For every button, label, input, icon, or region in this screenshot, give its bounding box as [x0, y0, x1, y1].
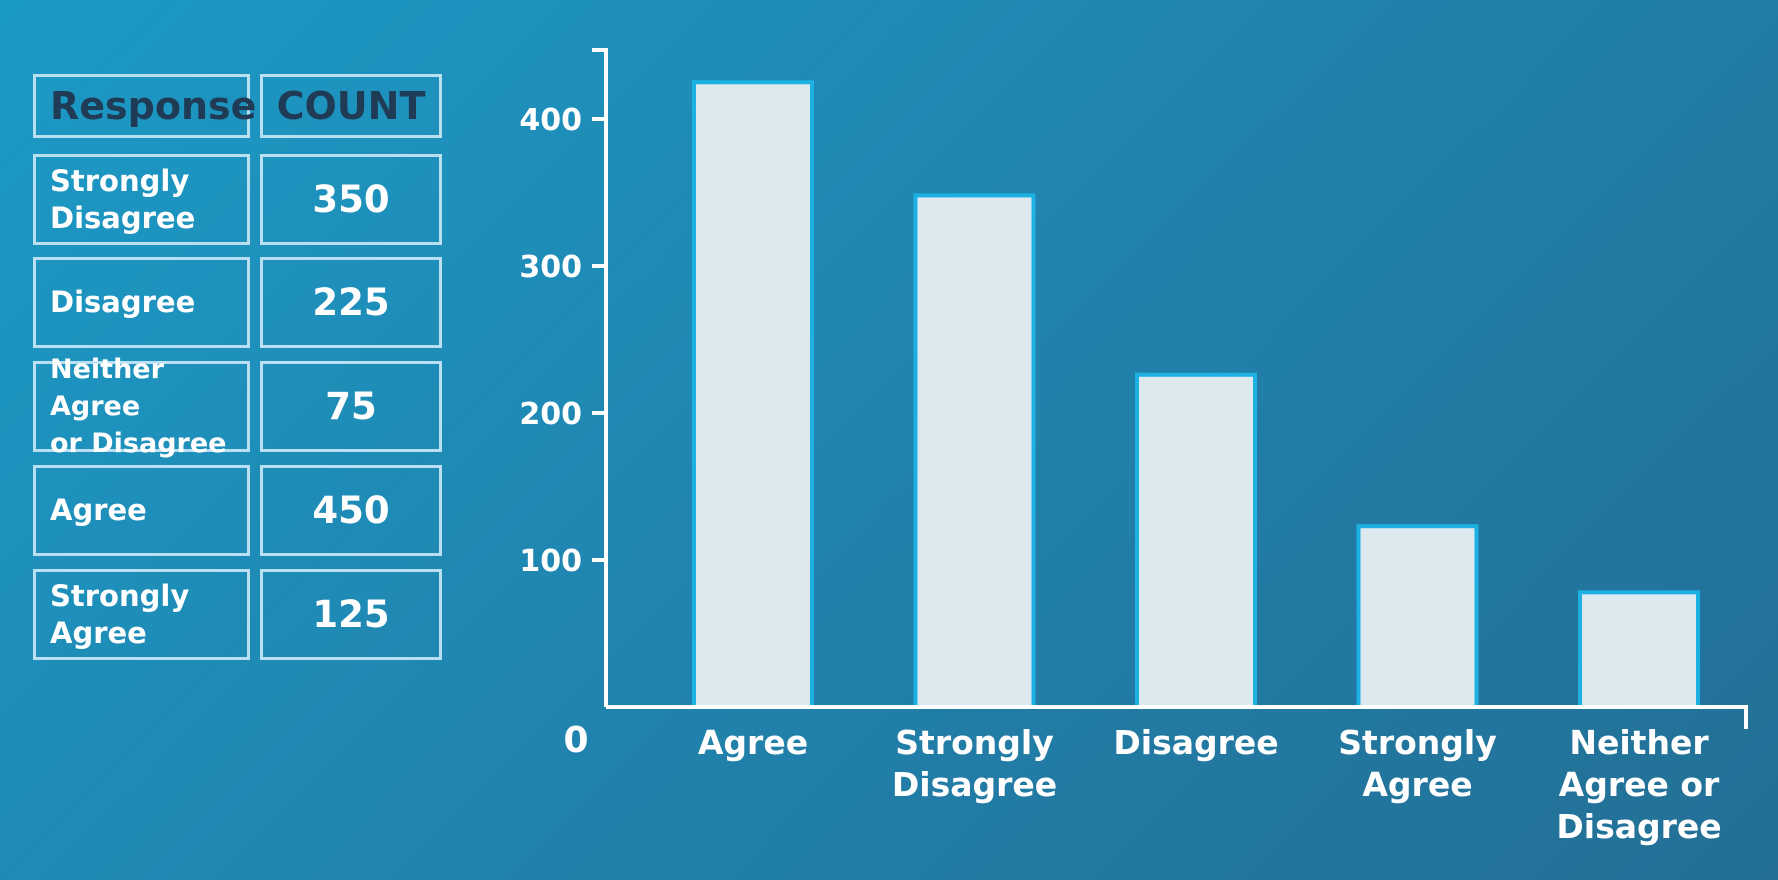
bar [1356, 524, 1479, 709]
x-category-label-line: Strongly [1338, 723, 1496, 762]
x-category-label-line: Agree [698, 723, 808, 762]
response-line: Disagree [50, 200, 196, 235]
count-cell: 450 [260, 465, 442, 556]
response-cell: Disagree [33, 257, 250, 348]
x-category-label-line: Disagree [892, 765, 1057, 804]
count-cell: 75 [260, 361, 442, 452]
x-category-label: Neither Agree or Disagree [1556, 723, 1721, 846]
response-line: Neither Agree [50, 354, 164, 422]
y-tick-label: 100 [519, 544, 582, 579]
bars-group [692, 80, 1700, 710]
response-cell: Strongly Disagree [33, 154, 250, 245]
response-cell: Agree [33, 465, 250, 556]
response-line: Strongly [50, 163, 190, 198]
header-count: COUNT [260, 74, 442, 138]
x-category-label: Disagree [1113, 723, 1278, 762]
response-line: Strongly [50, 578, 190, 613]
y-tick-label: 200 [519, 397, 582, 432]
bar [1578, 590, 1700, 710]
count-cell: 125 [260, 569, 442, 660]
count-cell: 225 [260, 257, 442, 348]
bar [913, 193, 1036, 709]
x-category-label-line: Disagree [1556, 807, 1721, 846]
x-category-label-line: Disagree [1113, 723, 1278, 762]
response-line: Agree [50, 615, 147, 650]
bar [1135, 372, 1257, 709]
y-ticks-group: 100 200 300 400 0 [519, 103, 606, 761]
header-response: Response [33, 74, 256, 138]
response-cell: Neither Agree or Disagree [33, 354, 250, 459]
x-category-label: Strongly Agree [1338, 723, 1496, 804]
response-cell: Strongly Agree [33, 569, 250, 660]
x-category-label-line: Agree or [1559, 765, 1720, 804]
response-line: or Disagree [50, 428, 227, 459]
x-axis [606, 705, 1748, 729]
x-category-label: Agree [698, 723, 808, 762]
response-line: Disagree [50, 285, 196, 319]
x-category-label-line: Neither [1569, 723, 1709, 762]
y-tick-label: 300 [519, 250, 582, 285]
bar [692, 80, 814, 709]
axes-group [592, 48, 1748, 729]
x-category-label-line: Strongly [895, 723, 1053, 762]
y-axis [592, 48, 608, 707]
y-zero-label: 0 [563, 720, 588, 761]
y-tick-label: 400 [519, 103, 582, 138]
x-category-label: Strongly Disagree [892, 723, 1057, 804]
count-cell: 350 [260, 154, 442, 245]
response-line: Agree [50, 493, 147, 527]
x-category-label-line: Agree [1362, 765, 1472, 804]
